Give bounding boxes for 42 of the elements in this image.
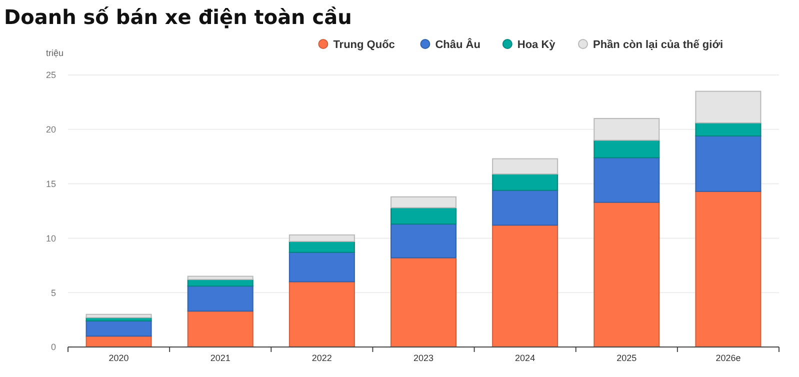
y-tick-label: 5: [50, 288, 56, 298]
bar: [187, 310, 254, 348]
bar: [86, 320, 152, 337]
y-tick-label: 10: [46, 233, 56, 244]
bar: [390, 257, 457, 348]
bar: [695, 190, 762, 348]
bar: [695, 90, 762, 124]
legend-label: Phần còn lại của thế giới: [593, 38, 724, 51]
bar: [492, 158, 558, 175]
y-tick-label: 25: [46, 70, 56, 80]
bar: [288, 240, 355, 253]
bar: [492, 174, 558, 191]
legend-label: Hoa Kỳ: [517, 38, 556, 51]
legend-label: Trung Quốc: [333, 38, 395, 51]
bar: [390, 224, 457, 258]
x-tick-label: 2025: [616, 353, 637, 363]
y-tick-label: 20: [46, 124, 56, 135]
bar: [390, 196, 457, 208]
bar: [695, 122, 762, 136]
y-tick-label: 15: [46, 178, 56, 189]
x-tick-label: 2023: [413, 353, 434, 363]
x-tick-label: 2022: [312, 353, 332, 363]
x-tick-label: 2020: [108, 353, 129, 363]
y-tick-label: 0: [50, 342, 56, 352]
chart-title: Doanh số bán xe điện toàn cầu: [4, 5, 352, 29]
bar: [594, 140, 660, 158]
y-axis-title: triệu: [46, 48, 64, 58]
bar: [695, 135, 762, 192]
bar: [492, 190, 558, 226]
bar: [390, 207, 457, 225]
bar: [594, 157, 660, 203]
bar: [492, 224, 558, 348]
legend-label: Châu Âu: [435, 38, 480, 51]
bar: [187, 286, 254, 312]
bar: [86, 314, 152, 318]
x-tick-label: 2024: [515, 353, 536, 363]
bar: [187, 276, 254, 280]
x-tick-label: 2021: [210, 353, 230, 363]
bar: [288, 281, 355, 348]
x-tick-label: 2026e: [716, 353, 741, 363]
bar: [288, 252, 355, 282]
bar: [594, 202, 660, 348]
